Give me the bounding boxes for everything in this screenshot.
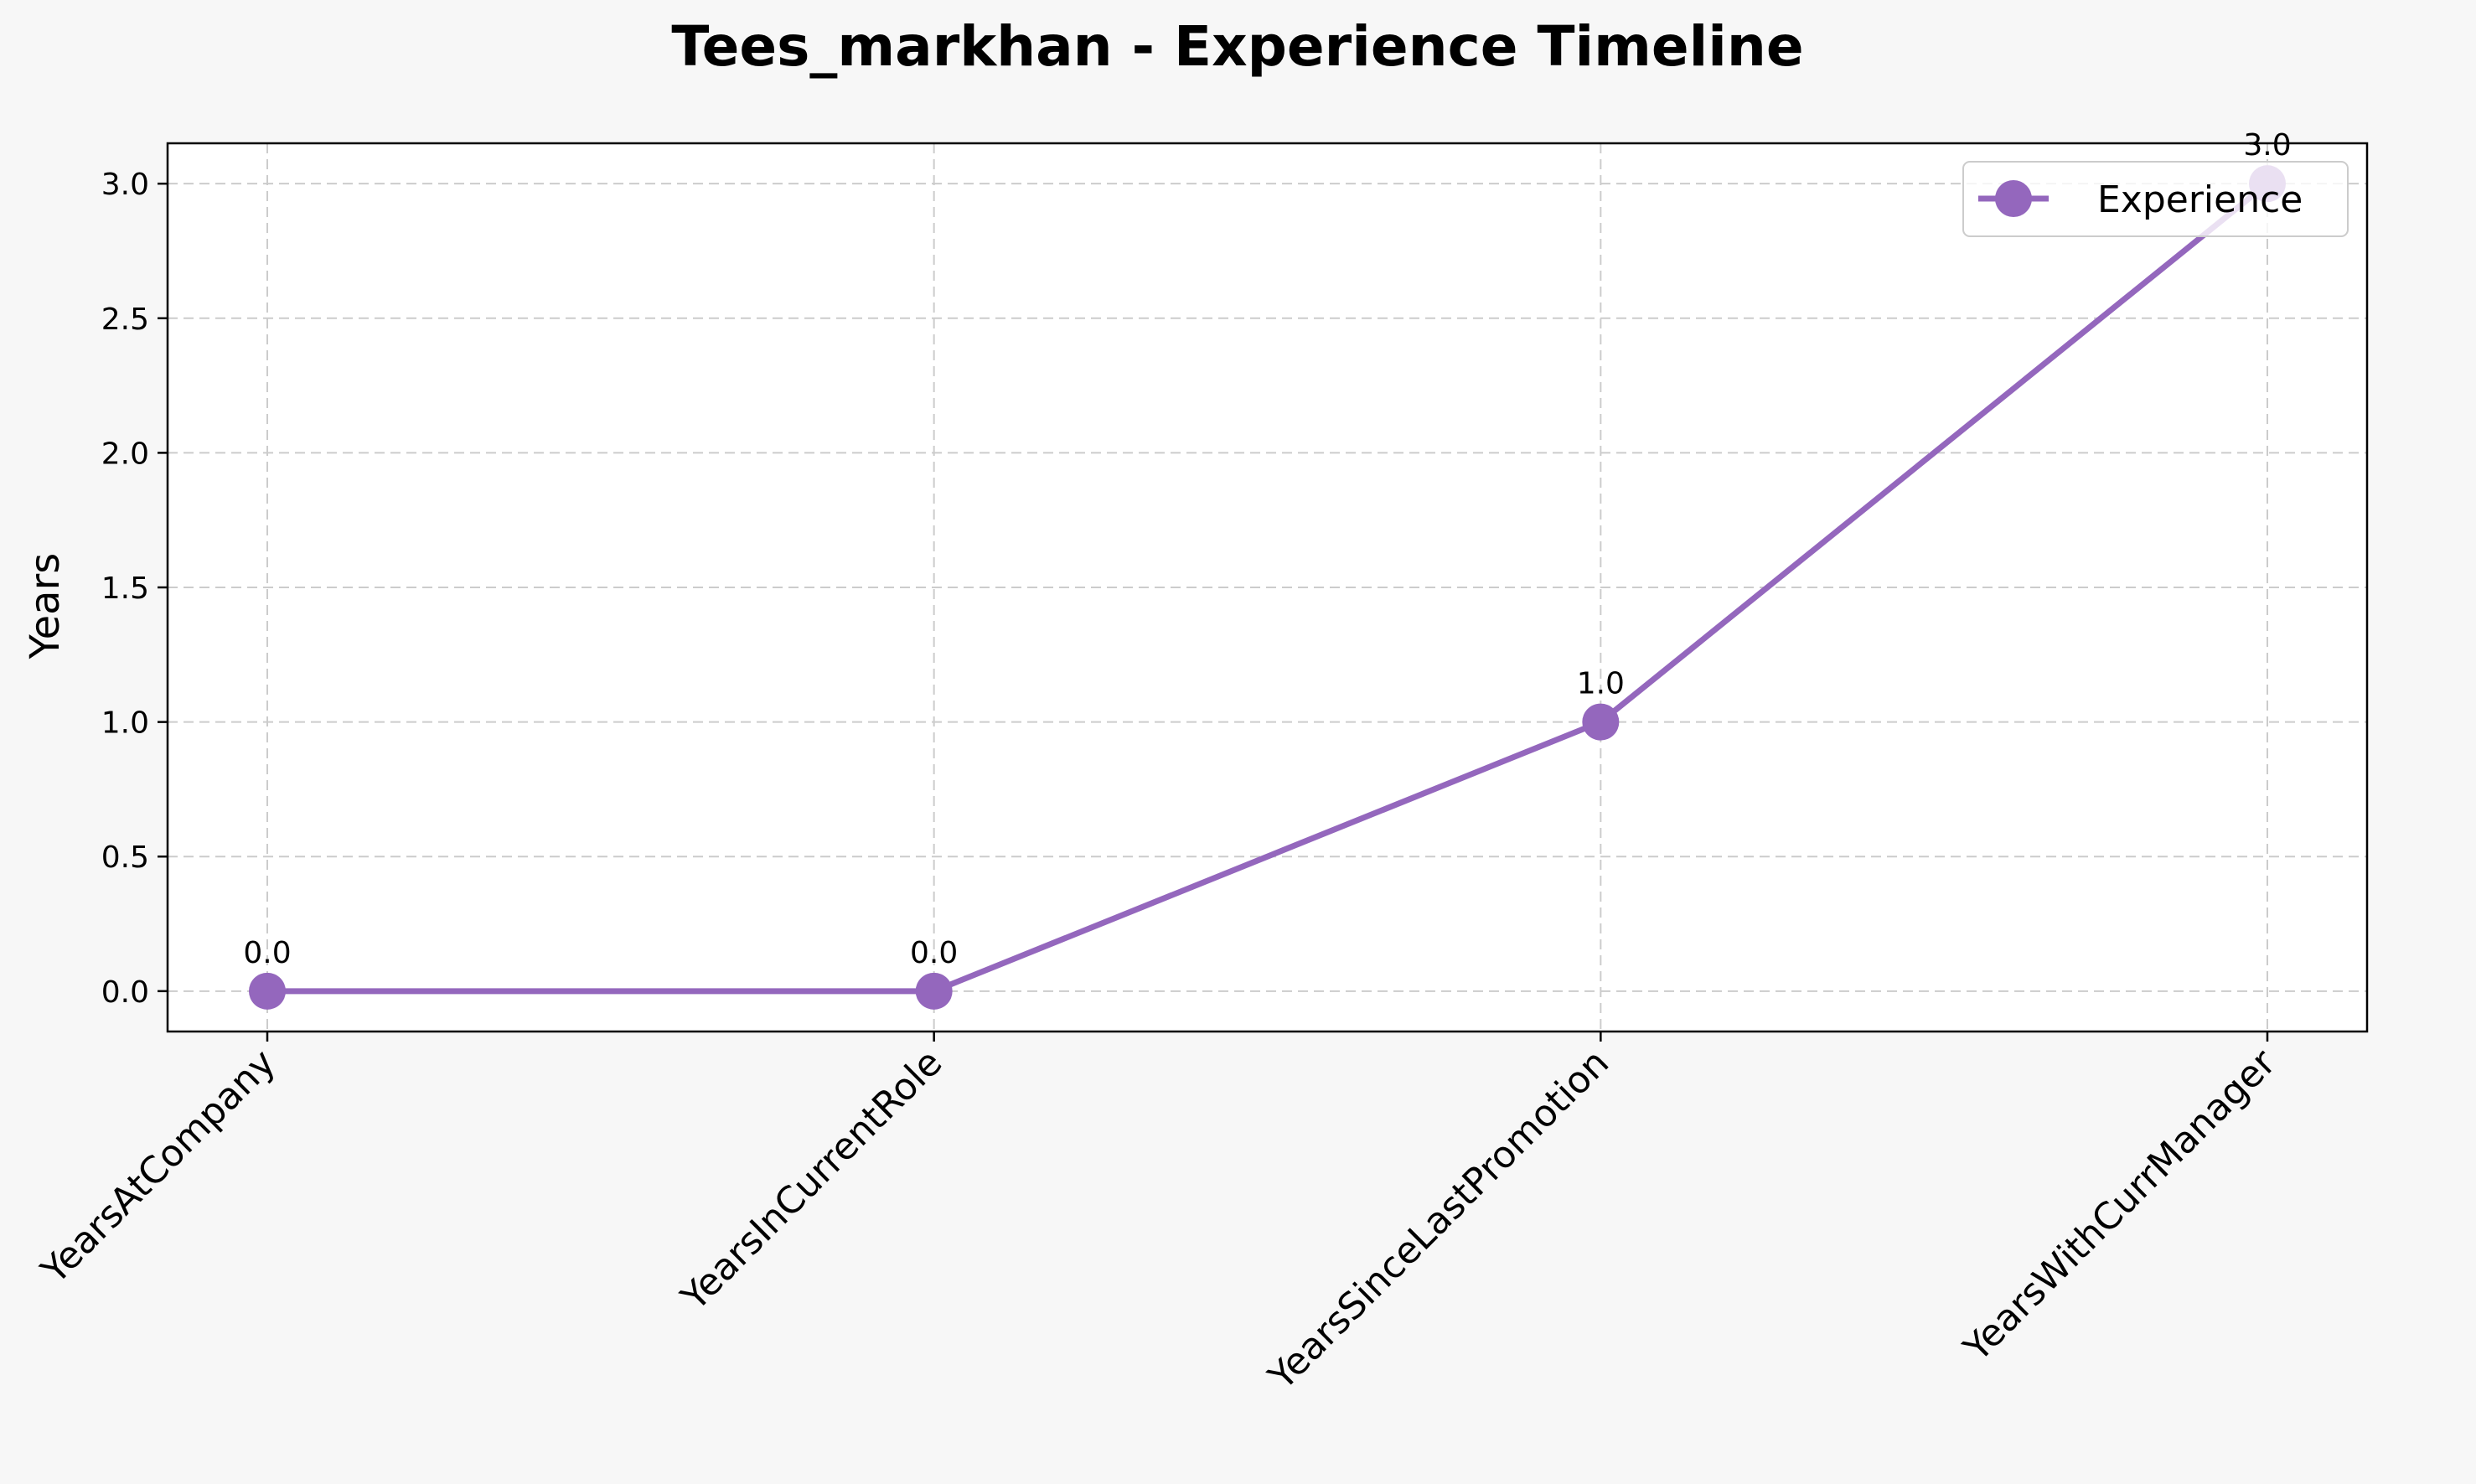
- y-tick-label: 1.5: [101, 571, 149, 606]
- legend-box: [1962, 161, 2349, 237]
- data-point: [249, 972, 286, 1010]
- series-experience: [249, 165, 2286, 1010]
- series-line: [264, 180, 2271, 995]
- data-point: [915, 972, 953, 1010]
- data-point: [1582, 703, 1620, 741]
- y-tick-label: 1.0: [101, 706, 149, 741]
- y-tick-label: 0.5: [101, 840, 149, 875]
- data-label: 0.0: [243, 936, 291, 970]
- legend-marker: [1995, 180, 2032, 217]
- data-label: 3.0: [2243, 128, 2291, 163]
- legend: Experience: [1962, 161, 2349, 237]
- legend-label: Experience: [2097, 178, 2303, 221]
- y-tick-label: 0.0: [101, 975, 149, 1010]
- y-axis-label: Years: [22, 553, 69, 660]
- data-labels: 0.0 0.0 1.0 3.0: [243, 128, 2291, 970]
- chart-title: Tees_markhan - Experience Timeline: [671, 14, 1803, 79]
- y-tick-label: 2.5: [101, 302, 149, 337]
- plot-frame: [166, 142, 2369, 1033]
- data-label: 1.0: [1577, 667, 1625, 701]
- data-label: 0.0: [910, 936, 958, 970]
- y-tick-label: 2.0: [101, 437, 149, 471]
- y-tick-label: 3.0: [101, 168, 149, 202]
